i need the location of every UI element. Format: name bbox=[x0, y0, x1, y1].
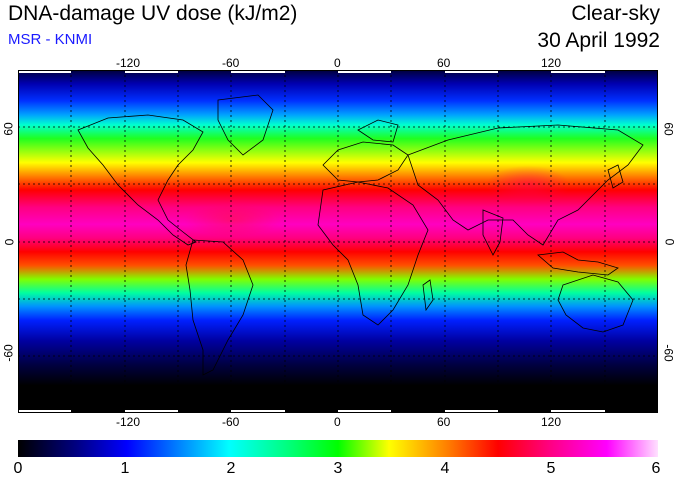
coastline-australia bbox=[557, 274, 634, 333]
scale-segment bbox=[551, 410, 605, 413]
lat-tick-right: 60 bbox=[661, 122, 676, 136]
color-scale-bar bbox=[18, 440, 658, 457]
coastline-scandinavia bbox=[357, 119, 399, 143]
map-title: DNA-damage UV dose (kJ/m2) bbox=[8, 2, 298, 25]
lon-tick-top: -120 bbox=[116, 56, 141, 70]
scale-segment bbox=[445, 410, 498, 413]
map-overlay bbox=[18, 70, 658, 413]
lat-tick-left: -60 bbox=[1, 344, 16, 362]
lon-tick-top: -60 bbox=[222, 56, 240, 70]
scale-segment bbox=[18, 410, 71, 413]
lon-tick-bottom: -120 bbox=[116, 415, 141, 429]
uv-dose-map bbox=[18, 70, 658, 413]
colorbar-tick: 6 bbox=[651, 460, 661, 477]
scale-segment bbox=[445, 70, 498, 73]
lon-tick-bottom: 0 bbox=[334, 415, 341, 429]
lon-tick-top: 120 bbox=[541, 56, 562, 70]
lat-tick-right: 0 bbox=[662, 238, 677, 246]
map-date: 30 April 1992 bbox=[537, 29, 660, 52]
coastline-europe bbox=[322, 141, 409, 183]
coastline-madagascar bbox=[422, 279, 434, 312]
coastline-indonesia bbox=[537, 251, 619, 276]
coastline-india bbox=[482, 209, 504, 256]
graticule bbox=[18, 70, 658, 413]
coastlines bbox=[77, 94, 644, 376]
lat-tick-right: -60 bbox=[661, 344, 676, 362]
sky-condition: Clear-sky bbox=[571, 2, 660, 25]
scale-segment bbox=[231, 70, 285, 73]
lon-tick-bottom: 60 bbox=[437, 415, 451, 429]
lon-tick-top: 60 bbox=[437, 56, 451, 70]
scale-segment bbox=[551, 70, 605, 73]
coastline-asia bbox=[407, 124, 644, 246]
coastline-africa bbox=[317, 181, 429, 326]
colorbar-tick: 3 bbox=[333, 460, 343, 477]
lon-tick-bottom: 120 bbox=[541, 415, 562, 429]
map-frame bbox=[18, 70, 658, 413]
colorbar-tick: 4 bbox=[440, 460, 450, 477]
colorbar-tick: 2 bbox=[226, 460, 236, 477]
scale-segment bbox=[125, 410, 178, 413]
coastline-greenland bbox=[217, 94, 274, 156]
scale-segment bbox=[18, 70, 71, 73]
coastline-north-america bbox=[77, 114, 204, 246]
lat-tick-left: 60 bbox=[1, 122, 16, 136]
coastline-japan bbox=[607, 164, 624, 189]
frame-scale-bars bbox=[18, 70, 605, 413]
lon-tick-bottom: -60 bbox=[222, 415, 240, 429]
lon-tick-top: 0 bbox=[334, 56, 341, 70]
scale-segment bbox=[231, 410, 285, 413]
scale-segment bbox=[125, 70, 178, 73]
colorbar-tick: 1 bbox=[120, 460, 130, 477]
colorbar-tick: 0 bbox=[13, 460, 23, 477]
scale-segment bbox=[338, 410, 391, 413]
scale-segment bbox=[338, 70, 391, 73]
lat-tick-left: 0 bbox=[2, 238, 17, 246]
source-label: MSR - KNMI bbox=[8, 31, 93, 48]
colorbar-tick: 5 bbox=[546, 460, 556, 477]
coastline-south-america bbox=[185, 239, 254, 376]
